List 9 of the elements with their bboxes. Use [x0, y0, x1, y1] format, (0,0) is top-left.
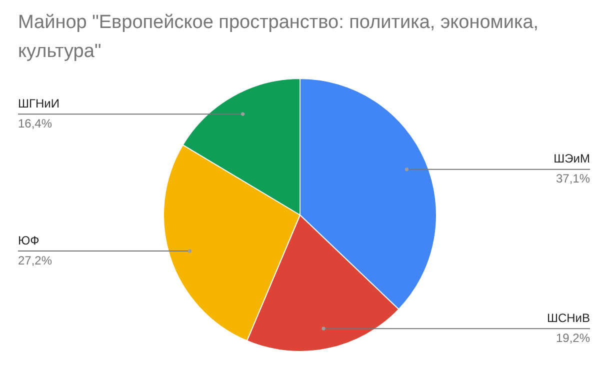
data-label: 16,4% [18, 116, 52, 130]
data-label: 27,2% [18, 253, 52, 268]
slice-label: ЮФ [18, 233, 40, 248]
data-label: 19,2% [556, 330, 590, 345]
slice-label: ШГНиИ [18, 96, 60, 110]
slice-label: ШЭиМ [554, 152, 590, 166]
data-label: 37,1% [556, 172, 590, 186]
chart-title: Майнор "Европейское пространство: политика, экономика, культура" [18, 11, 540, 64]
slice-label: ШСНиВ [546, 310, 590, 325]
